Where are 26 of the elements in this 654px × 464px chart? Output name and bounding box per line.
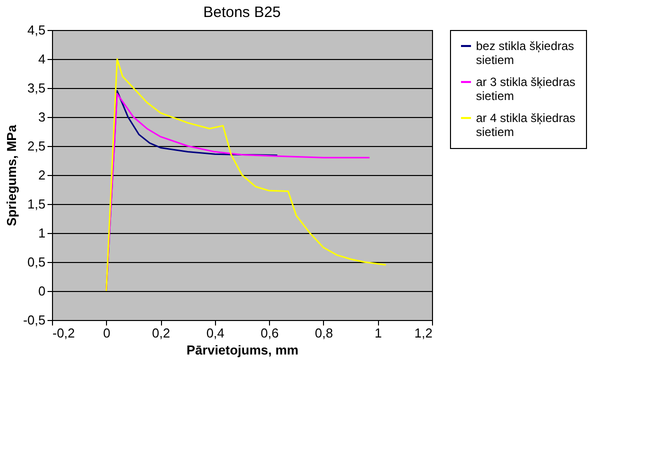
y-tick-label: 1,5 (27, 196, 46, 212)
x-tick-label: 0,8 (314, 326, 333, 340)
x-tick-label: 0 (103, 326, 110, 340)
y-tick-label: 3 (38, 110, 46, 124)
y-tick-label: 1 (38, 226, 46, 240)
x-axis-title: Pārvietojums, mm (186, 342, 298, 358)
x-tick-label: 0,2 (152, 326, 170, 340)
y-tick-label: 4,5 (27, 22, 46, 38)
x-tick-label: 0,6 (260, 326, 279, 340)
y-tick-label: 0,5 (27, 254, 46, 270)
y-tick-label: 4 (38, 52, 46, 66)
y-tick-label: 0 (38, 284, 46, 298)
y-tick-label: 2 (38, 168, 46, 182)
x-tick-label: 0,4 (206, 326, 224, 340)
y-tick-label: 3,5 (27, 80, 46, 96)
y-tick-label: -0,5 (23, 312, 46, 328)
y-axis-title: Spriegums, MPa (4, 124, 20, 226)
chart-title: Betons B25 (203, 4, 281, 21)
y-tick-label: 2,5 (27, 138, 46, 154)
legend-label: ar 3 stikla šķiedras sietiem (476, 75, 576, 103)
x-tick-label: 1 (374, 326, 382, 340)
x-tick-label: -0,2 (52, 326, 75, 340)
line-series (106, 58, 387, 292)
legend-label: bez stikla šķiedras sietiem (476, 39, 574, 67)
legend-label: ar 4 stikla šķiedras sietiem (476, 111, 576, 139)
x-tick-label: 1,2 (414, 326, 432, 340)
